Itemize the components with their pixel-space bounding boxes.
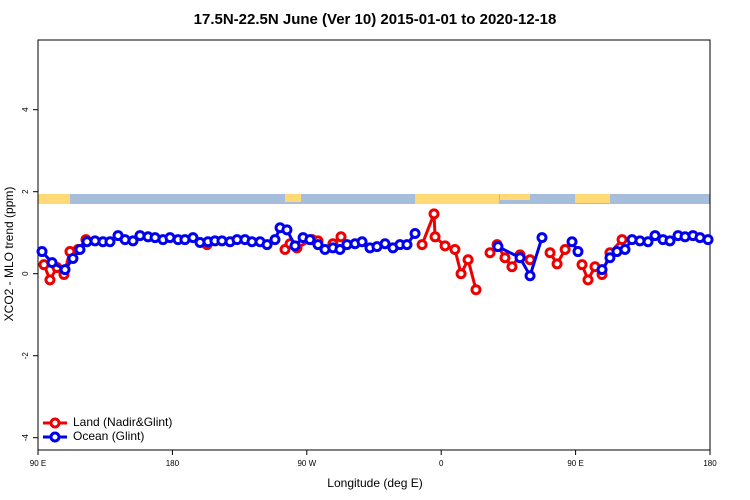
point xyxy=(664,235,676,247)
point xyxy=(449,244,461,256)
point xyxy=(439,240,451,252)
point xyxy=(104,236,116,248)
point xyxy=(335,231,347,243)
x-tick-label: 90 E xyxy=(30,459,46,468)
point xyxy=(536,232,548,244)
point xyxy=(566,236,578,248)
point xyxy=(187,232,199,244)
point xyxy=(269,234,281,246)
point xyxy=(576,259,588,271)
y-tick-label: 0 xyxy=(21,271,30,276)
point xyxy=(619,244,631,256)
point xyxy=(379,238,391,250)
point xyxy=(67,253,79,265)
point xyxy=(74,244,86,256)
point xyxy=(428,208,440,220)
plot-frame xyxy=(37,39,711,451)
point xyxy=(46,257,58,269)
point xyxy=(429,231,441,243)
x-tick-label: 90 E xyxy=(567,459,583,468)
legend-label: Land (Nadir&Glint) xyxy=(73,415,172,429)
point xyxy=(492,241,504,253)
x-tick-label: 90 W xyxy=(297,459,316,468)
point xyxy=(604,252,616,264)
y-tick-label: 4 xyxy=(21,107,30,112)
y-axis-label: XCO2 - MLO trend (ppm) xyxy=(2,187,16,322)
point xyxy=(470,284,482,296)
point xyxy=(127,235,139,247)
point xyxy=(524,270,536,282)
point xyxy=(409,228,421,240)
point xyxy=(59,264,71,276)
point xyxy=(544,247,556,259)
x-tick-label: 180 xyxy=(166,459,180,468)
point xyxy=(559,244,571,256)
point xyxy=(506,261,518,273)
point xyxy=(649,230,661,242)
point xyxy=(572,246,584,258)
point xyxy=(702,234,714,246)
point xyxy=(289,240,301,252)
point xyxy=(281,224,293,236)
point xyxy=(44,274,56,286)
x-axis-label: Longitude (deg E) xyxy=(327,476,422,490)
y-tick-label: -4 xyxy=(21,434,30,442)
point xyxy=(416,239,428,251)
y-tick-label: -2 xyxy=(21,352,30,360)
point xyxy=(334,244,346,256)
point xyxy=(401,239,413,251)
x-tick-label: 180 xyxy=(703,459,717,468)
legend-label: Ocean (Glint) xyxy=(73,429,144,443)
point xyxy=(462,254,474,266)
point xyxy=(304,234,316,246)
legend-marker xyxy=(49,431,61,443)
point xyxy=(455,268,467,280)
chart-title: 17.5N-22.5N June (Ver 10) 2015-01-01 to … xyxy=(194,11,557,28)
point xyxy=(356,236,368,248)
point xyxy=(499,252,511,264)
point xyxy=(261,239,273,251)
point xyxy=(616,234,628,246)
y-tick-label: 2 xyxy=(21,189,30,194)
land-ocean-strip xyxy=(38,194,710,204)
x-tick-label: 0 xyxy=(439,459,444,468)
point xyxy=(312,239,324,251)
point xyxy=(551,258,563,270)
legend: Land (Nadir&Glint)Ocean (Glint) xyxy=(43,415,172,443)
point xyxy=(582,274,594,286)
point xyxy=(484,247,496,259)
legend-marker xyxy=(49,417,61,429)
point xyxy=(36,246,48,258)
point xyxy=(596,264,608,276)
point xyxy=(642,236,654,248)
point xyxy=(514,252,526,264)
